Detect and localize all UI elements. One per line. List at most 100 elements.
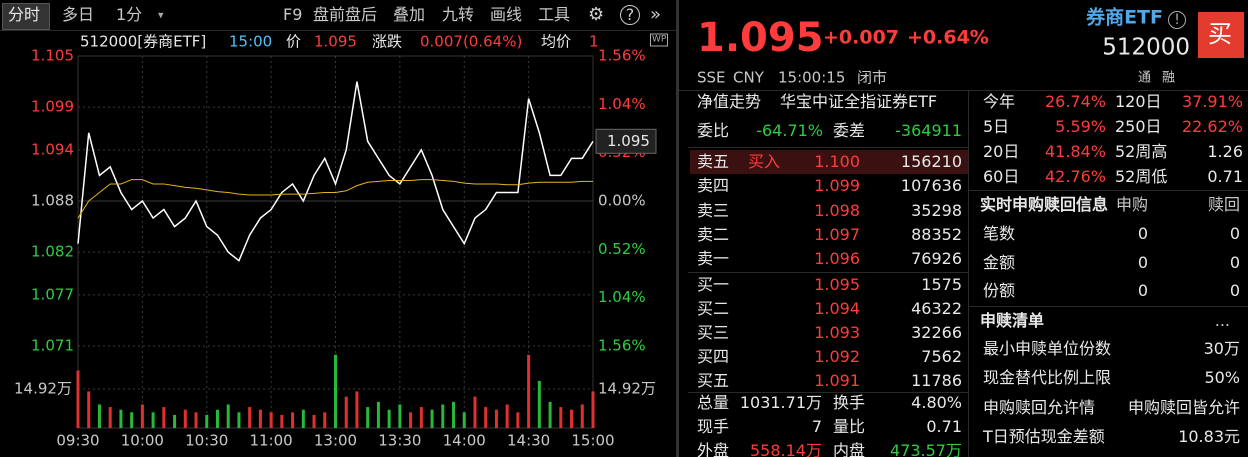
- volume-bar: [441, 404, 445, 428]
- book-level: 卖一: [697, 249, 730, 269]
- book-price: 1.095: [814, 275, 860, 294]
- label: 41.84%: [1044, 142, 1106, 161]
- label: 赎回: [1207, 195, 1240, 214]
- tab[interactable]: 华宝中证全指证券ETF: [780, 92, 938, 111]
- last-price: 1.095: [697, 15, 824, 61]
- label: 0.71: [1207, 167, 1243, 186]
- volume-bar: [537, 380, 541, 428]
- divider: [968, 90, 969, 457]
- chart-header-item: 价: [286, 32, 302, 51]
- more-button[interactable]: ...: [1214, 311, 1230, 330]
- tab[interactable]: 1分: [116, 5, 143, 24]
- section-title: 申赎清单: [980, 311, 1045, 330]
- volume-bar: [87, 391, 91, 428]
- volume-bar: [494, 409, 498, 428]
- ask-note: 买入: [748, 152, 781, 171]
- volume-bar: [194, 412, 198, 428]
- tag: 通: [1138, 70, 1152, 86]
- volume-bar: [312, 414, 316, 428]
- buy-label[interactable]: 买: [1208, 20, 1232, 48]
- label: 0.71: [926, 417, 962, 436]
- label: -364911: [895, 121, 962, 140]
- tool-button[interactable]: 工具: [538, 5, 571, 24]
- label: 4.80%: [911, 393, 962, 412]
- x-tick-label: 09:30: [56, 432, 99, 450]
- divider: [0, 30, 676, 31]
- volume-bar: [97, 404, 101, 428]
- tool-button[interactable]: 盘前盘后: [313, 5, 378, 24]
- volume-bar: [462, 412, 466, 428]
- volume-bar: [173, 414, 177, 428]
- label: 量比: [833, 417, 866, 436]
- change-pct: +0.64%: [907, 26, 989, 49]
- label: 52周高: [1115, 142, 1168, 161]
- buy-button[interactable]: [1198, 12, 1244, 58]
- y-tick-label: 1.071: [31, 337, 74, 355]
- label: 申购: [1115, 195, 1148, 214]
- volume-bar: [516, 412, 520, 428]
- book-level: 买四: [697, 347, 730, 366]
- volume-bar: [334, 354, 337, 428]
- divider: [679, 90, 1248, 91]
- label: T日预估现金差额: [983, 426, 1105, 446]
- market-info: 15:00:15: [778, 68, 846, 87]
- book-price: 1.092: [814, 347, 860, 366]
- tool-button[interactable]: 画线: [490, 5, 523, 24]
- row-highlight: [690, 150, 968, 174]
- volume-bar: [387, 409, 391, 428]
- label: 473.57万: [890, 441, 962, 457]
- book-level: 买五: [697, 371, 730, 390]
- tool-button[interactable]: F9: [283, 5, 303, 24]
- tool-button[interactable]: 叠加: [393, 5, 426, 24]
- book-level: 卖三: [697, 200, 730, 220]
- tab[interactable]: 净值走势: [697, 92, 762, 111]
- y2-tick-label: 1.56%: [598, 47, 646, 65]
- dropdown-icon[interactable]: ▾: [158, 8, 164, 22]
- volume-bar: [269, 412, 273, 428]
- x-tick-label: 14:00: [443, 432, 486, 450]
- volume-bar: [559, 407, 563, 428]
- y2-tick-label: 1.56%: [598, 337, 646, 355]
- info-icon[interactable]: !: [1168, 11, 1186, 29]
- label: 笔数: [983, 224, 1016, 243]
- y2-tick-label: 1.04%: [598, 95, 646, 113]
- volume-bar: [280, 414, 284, 428]
- settings-icon[interactable]: ⚙: [588, 4, 605, 25]
- volume-bar: [76, 370, 80, 428]
- divider: [688, 392, 968, 393]
- label: 外盘: [697, 441, 730, 457]
- book-price: 1.091: [814, 371, 860, 390]
- help-icon[interactable]: ?: [620, 5, 640, 25]
- active-tab: [2, 3, 50, 30]
- x-tick-label: 13:00: [314, 432, 357, 450]
- volume-bar: [527, 354, 531, 428]
- book-volume: 76926: [911, 249, 962, 269]
- divider: [688, 272, 968, 273]
- tab[interactable]: 多日: [62, 5, 95, 24]
- chart-header-item: 15:00: [229, 32, 273, 51]
- volume-bar: [237, 412, 241, 428]
- book-volume: 32266: [911, 323, 962, 342]
- fund-code: 512000: [1102, 34, 1190, 61]
- tool-button[interactable]: 九转: [442, 5, 475, 24]
- volume-bar: [151, 412, 155, 428]
- volume-bar: [130, 412, 134, 428]
- book-level: 买二: [697, 299, 730, 318]
- volume-bar: [183, 409, 187, 428]
- wp-icon[interactable]: WP: [650, 33, 669, 47]
- label: 0: [1137, 252, 1148, 272]
- label: 内盘: [833, 441, 866, 457]
- divider: [688, 147, 968, 148]
- book-volume: 46322: [911, 299, 962, 318]
- book-volume: 1575: [921, 275, 962, 294]
- tab[interactable]: 分时: [8, 5, 41, 24]
- book-level: 卖四: [697, 176, 730, 196]
- label: 120日: [1115, 92, 1162, 111]
- expand-icon[interactable]: »: [650, 4, 662, 25]
- volume-bar: [108, 407, 112, 428]
- book-price: 1.099: [814, 176, 860, 196]
- label: 现金替代比例上限: [983, 368, 1112, 388]
- chart-header-item: 1: [589, 32, 599, 51]
- label: 申购赎回允许情: [983, 397, 1096, 417]
- book-volume: 107636: [900, 176, 962, 196]
